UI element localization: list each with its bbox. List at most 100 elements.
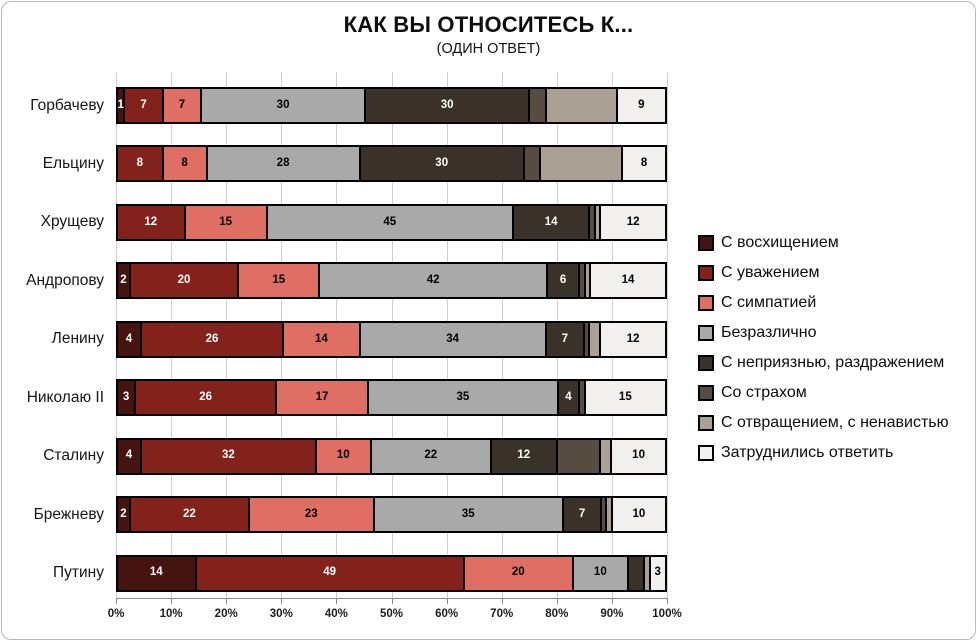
segment-value-label: 4 — [565, 390, 572, 403]
category-label: Хрущеву — [40, 213, 104, 231]
bar-segment: 8 — [621, 147, 665, 181]
bar-segment — [626, 556, 644, 590]
legend-label: С неприязнью, раздражением — [721, 354, 945, 371]
bar-segment: 15 — [583, 381, 665, 415]
bar-segment: 20 — [128, 264, 238, 298]
segment-value-label: 32 — [221, 449, 235, 462]
legend-swatch-icon — [698, 355, 714, 371]
x-axis-tick — [391, 598, 393, 604]
x-axis-tick — [171, 598, 173, 604]
x-tick-label: 0% — [107, 608, 125, 620]
bar-segment: 22 — [369, 439, 490, 473]
bar-segment — [643, 556, 649, 590]
bar-segment: 4 — [556, 381, 579, 415]
x-axis-tick — [501, 598, 503, 604]
bar-segment: 7 — [562, 498, 600, 532]
segment-value-label: 8 — [181, 157, 188, 170]
legend-item: С восхищением — [698, 228, 949, 258]
segment-value-label: 12 — [517, 449, 531, 462]
segment-value-label: 20 — [511, 566, 525, 579]
bar-segment: 14 — [589, 264, 665, 298]
bar-segment: 8 — [118, 147, 162, 181]
bar-segment: 14 — [282, 322, 359, 356]
segment-value-label: 7 — [561, 332, 568, 345]
legend-label: С уважением — [721, 264, 820, 281]
x-tick-label: 20% — [214, 608, 238, 620]
segment-value-label: 4 — [125, 332, 133, 345]
bar-segment: 12 — [489, 439, 556, 473]
segment-value-label: 35 — [461, 507, 475, 520]
legend-swatch-icon — [698, 295, 714, 311]
legend-swatch-icon — [698, 265, 714, 281]
segment-value-label: 12 — [144, 215, 158, 228]
segment-value-label: 17 — [315, 390, 329, 403]
x-tick-label: 90% — [600, 608, 624, 620]
gridline — [667, 72, 668, 598]
bar-row: Ельцину 8 8 28 30 8 — [43, 145, 667, 183]
x-axis-tick — [446, 598, 448, 604]
stacked-bar: 3 26 17 35 4 15 — [116, 379, 667, 417]
segment-value-label: 7 — [178, 98, 186, 111]
bar-row: Путину 14 49 20 10 3 — [53, 554, 667, 592]
x-axis-tick — [667, 598, 668, 604]
legend: С восхищением С уважением С симпатией Безра… — [698, 228, 949, 468]
segment-value-label: 7 — [578, 507, 586, 520]
segment-value-label: 23 — [304, 507, 318, 520]
segment-value-label: 10 — [593, 566, 607, 579]
segment-value-label: 3 — [654, 566, 661, 579]
stacked-bar: 4 32 10 22 12 10 — [116, 437, 667, 475]
x-tick-label: 10% — [159, 608, 183, 620]
bar-segment: 32 — [139, 439, 315, 473]
legend-item: Затруднились ответить — [698, 438, 949, 468]
bar-segment: 30 — [364, 89, 529, 122]
bar-segment: 10 — [610, 498, 665, 532]
legend-item: Безразлично — [698, 318, 949, 348]
bar-segment: 10 — [314, 439, 370, 473]
segment-value-label: 2 — [120, 274, 127, 287]
legend-item: Со страхом — [698, 378, 949, 408]
bar-segment — [588, 205, 594, 239]
bar-segment: 14 — [511, 205, 589, 239]
bar-segment: 7 — [123, 89, 162, 122]
segment-value-label: 30 — [276, 98, 290, 111]
bar-segment — [539, 147, 622, 181]
category-label: Путину — [53, 564, 104, 582]
x-tick-label: 60% — [435, 608, 459, 620]
segment-value-label: 49 — [323, 566, 336, 579]
legend-swatch-icon — [698, 415, 714, 431]
stacked-bar: 8 8 28 30 8 — [116, 145, 667, 183]
bar-row: Хрущеву 12 15 45 14 12 — [41, 203, 667, 241]
legend-label: Со страхом — [721, 384, 807, 401]
stacked-bar: 2 22 23 35 7 10 — [116, 496, 667, 534]
bar-segment — [555, 439, 600, 473]
bar-segment: 34 — [358, 322, 545, 356]
bar-segment: 7 — [161, 89, 201, 122]
segment-value-label: 26 — [199, 390, 213, 403]
segment-value-label: 7 — [140, 98, 147, 111]
x-axis-tick — [116, 598, 117, 604]
segment-value-label: 10 — [336, 449, 350, 462]
bar-segment — [544, 89, 616, 122]
legend-item: С уважением — [698, 258, 949, 288]
bar-segment: 7 — [544, 322, 583, 356]
bar-segment: 6 — [545, 264, 579, 298]
bar-segment — [582, 322, 589, 356]
bar-segment: 4 — [118, 322, 140, 356]
x-tick-label: 40% — [324, 608, 348, 620]
segment-value-label: 9 — [638, 98, 645, 111]
bar-row: Ленину 4 26 14 34 7 12 — [52, 320, 667, 358]
bar-segment: 23 — [247, 498, 373, 532]
legend-swatch-icon — [698, 325, 714, 341]
segment-value-label: 10 — [632, 507, 646, 520]
x-axis-tick — [336, 598, 338, 604]
bar-segment — [599, 498, 606, 532]
legend-swatch-icon — [698, 385, 714, 401]
bar-segment: 30 — [200, 89, 365, 122]
x-axis-tick — [226, 598, 228, 604]
bar-segment: 49 — [194, 556, 463, 590]
segment-value-label: 10 — [632, 449, 645, 462]
bar-row: Горбачеву 1 7 7 30 30 9 — [30, 87, 667, 124]
segment-value-label: 15 — [219, 215, 233, 228]
bar-segment: 15 — [237, 264, 319, 298]
category-label: Сталину — [43, 447, 104, 465]
